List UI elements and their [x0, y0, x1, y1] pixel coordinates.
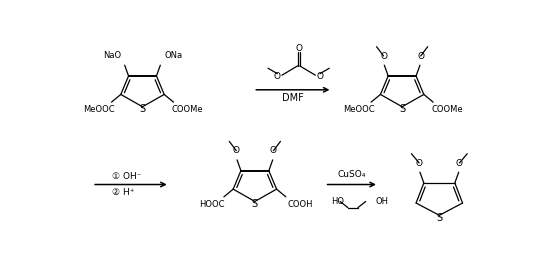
Text: O: O [380, 52, 387, 60]
Text: MeOOC: MeOOC [83, 105, 115, 114]
Text: ONa: ONa [164, 51, 182, 60]
Text: O: O [295, 44, 302, 53]
Text: MeOOC: MeOOC [343, 105, 375, 114]
Text: O: O [316, 72, 323, 81]
Text: HOOC: HOOC [199, 200, 224, 209]
Text: ② H⁺: ② H⁺ [111, 188, 134, 197]
Text: O: O [274, 72, 281, 81]
Text: COOMe: COOMe [431, 105, 463, 114]
Text: S: S [139, 104, 145, 114]
Text: NaO: NaO [102, 51, 121, 60]
Text: DMF: DMF [282, 93, 304, 103]
Text: S: S [252, 199, 258, 209]
Text: S: S [399, 104, 405, 114]
Text: ① OH⁻: ① OH⁻ [111, 172, 141, 181]
Text: O: O [415, 158, 423, 167]
Text: S: S [436, 213, 442, 223]
Text: O: O [417, 52, 424, 60]
Text: O: O [456, 158, 463, 167]
Text: O: O [233, 146, 240, 155]
Text: COOH: COOH [287, 200, 312, 209]
Text: OH: OH [375, 197, 388, 206]
Text: HO: HO [331, 197, 344, 206]
Text: CuSO₄: CuSO₄ [338, 170, 366, 179]
Text: COOMe: COOMe [172, 105, 203, 114]
Text: O: O [270, 146, 277, 155]
